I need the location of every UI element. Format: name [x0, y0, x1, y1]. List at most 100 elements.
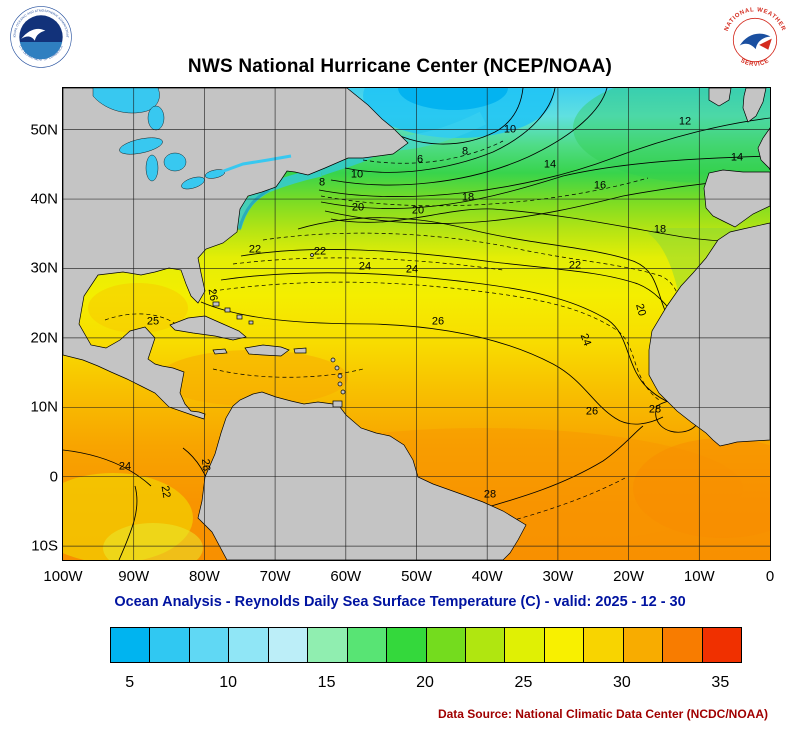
contour-value-label: 10: [503, 123, 517, 136]
contour-value-label: 25: [146, 315, 160, 328]
land-ireland: [708, 88, 732, 107]
contour-value-label: 10: [350, 168, 364, 181]
lon-tick-label: 30W: [542, 568, 574, 585]
colorbar-cell: [228, 628, 268, 662]
contour-value-label: 24: [577, 332, 594, 348]
contour-value-label: 26: [205, 287, 220, 302]
contour-lines: [63, 88, 770, 560]
colorbar-tick-label: 5: [125, 674, 135, 691]
island-hispaniola: [244, 344, 290, 357]
colorbar-tick-label: 25: [514, 674, 533, 691]
land-iberia: [703, 169, 770, 228]
lake-huron: [163, 152, 187, 172]
contour-value-label: 24: [405, 263, 419, 276]
colorbar-cell: [583, 628, 623, 662]
contour-value-label: 28: [648, 403, 662, 416]
contour-value-label: 20: [351, 201, 365, 214]
colorbar-cell: [701, 628, 741, 662]
lat-tick-label: 50N: [30, 121, 58, 139]
land-france: [757, 127, 770, 171]
lat-tick-label: 10N: [30, 398, 58, 416]
island-jamaica: [212, 348, 228, 355]
colorbar-tick-label: 30: [612, 674, 631, 691]
colorbar-tick-label: 35: [711, 674, 730, 691]
contour-value-label: 8: [461, 145, 469, 158]
islands-lesser-antilles: [330, 357, 346, 408]
colorbar-cell: [149, 628, 189, 662]
inland-water: [92, 88, 292, 190]
contour-label-layer: 10 12 6 8 14 14 8 10 16 18 20 20 18 22 22 24 24 22 26 20 25 2…: [63, 88, 770, 560]
contour-value-label: 26: [198, 458, 213, 472]
contour-value-label: 12: [678, 115, 692, 128]
colorbar-cell: [386, 628, 426, 662]
data-source: Data Source: National Climatic Data Cent…: [437, 707, 768, 721]
contour-value-label: 14: [730, 151, 744, 164]
nws-ring-text-bottom: SERVICE: [739, 58, 770, 68]
island-puerto-rico: [293, 347, 307, 354]
land-britain: [742, 88, 767, 123]
contour-value-label: 22: [248, 243, 262, 256]
lon-tick-label: 20W: [613, 568, 645, 585]
colorbar-cell: [504, 628, 544, 662]
contour-value-label: 20: [633, 302, 648, 318]
contour-value-label: 16: [593, 179, 607, 192]
colorbar-cell: [307, 628, 347, 662]
hudson-bay: [92, 88, 160, 114]
lon-tick-label: 50W: [401, 568, 432, 585]
page-title: NWS National Hurricane Center (NCEP/NOAA…: [187, 56, 613, 77]
colorbar-cell: [346, 628, 387, 662]
grid-lines: [63, 88, 770, 560]
island-cuba: [169, 315, 247, 341]
nws-logo: NATIONAL WEATHER SERVICE: [720, 5, 790, 75]
lat-tick-label: 20N: [30, 329, 58, 347]
lat-tick-label: 0: [49, 468, 58, 486]
noaa-gull-icon: [21, 28, 46, 41]
lake-michigan: [145, 154, 159, 182]
st-lawrence-river: [220, 154, 292, 174]
noaa-emblem-sea: [19, 41, 63, 60]
colorbar-cell: [464, 628, 505, 662]
land-africa: [648, 222, 770, 447]
contour-value-label: 6: [416, 153, 424, 166]
contour-value-label: 26: [585, 405, 599, 418]
land-south-america: [197, 391, 527, 560]
lon-tick-label: 0: [765, 568, 775, 585]
colorbar-cell: [662, 628, 702, 662]
contour-value-label: 18: [461, 191, 475, 204]
nws-bird-icon: [739, 33, 771, 50]
colorbar-cell: [111, 628, 150, 662]
contour-value-label: 8: [318, 176, 326, 189]
colorbar: [110, 627, 742, 663]
lon-tick-label: 90W: [118, 568, 150, 585]
contour-value-label: 24: [118, 460, 132, 473]
lon-tick-label: 10W: [683, 568, 715, 585]
lon-tick-label: 100W: [43, 568, 83, 585]
colorbar-tick-label: 20: [416, 674, 434, 691]
contour-value-label: 18: [653, 223, 667, 236]
colorbar-tick-label: 10: [219, 674, 238, 691]
lake-superior: [119, 137, 163, 155]
contour-value-label: 28: [483, 488, 497, 501]
nws-red-accent: [759, 38, 772, 50]
colorbar-tick-label: 15: [317, 674, 336, 691]
lat-tick-label: 40N: [30, 190, 58, 208]
lon-tick-label: 60W: [330, 568, 362, 585]
islands-bahamas: [212, 301, 254, 325]
james-bay: [147, 105, 165, 131]
island-bermuda: [310, 253, 314, 257]
lon-tick-label: 40W: [471, 568, 503, 585]
lat-tick-label: 30N: [30, 259, 58, 277]
colorbar-cell: [543, 628, 584, 662]
colorbar-cell: [425, 628, 465, 662]
noaa-logo: NATIONAL OCEANIC AND ATMOSPHERIC ADMINIS…: [10, 6, 72, 68]
colorbar-cell: [267, 628, 308, 662]
contour-value-label: 22: [568, 259, 582, 272]
colorbar-cell: [188, 628, 229, 662]
contour-value-label: 20: [411, 204, 425, 217]
contour-value-label: 26: [431, 315, 445, 328]
contour-value-label: 22: [158, 484, 173, 499]
sst-map: 10 12 6 8 14 14 8 10 16 18 20 20 18 22 22 24 24 22 26 20 25 2…: [62, 87, 771, 561]
lon-tick-label: 70W: [259, 568, 291, 585]
map-subtitle: Ocean Analysis - Reynolds Daily Sea Surf…: [114, 594, 686, 610]
